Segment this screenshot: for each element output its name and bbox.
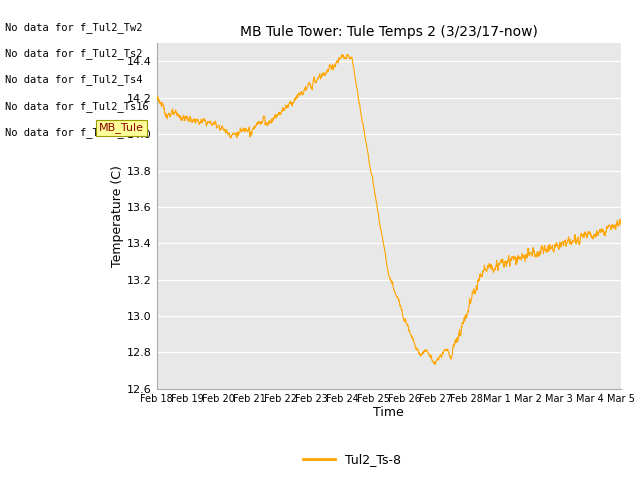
Title: MB Tule Tower: Tule Temps 2 (3/23/17-now): MB Tule Tower: Tule Temps 2 (3/23/17-now… (240, 25, 538, 39)
Text: No data for f_Tul2_Ts2: No data for f_Tul2_Ts2 (5, 48, 143, 59)
Text: No data for f_Tul2_Ts16: No data for f_Tul2_Ts16 (5, 101, 149, 112)
Text: No data for f_Tul2_Ts4: No data for f_Tul2_Ts4 (5, 74, 143, 85)
Text: No data for f_Tul2_Ts32: No data for f_Tul2_Ts32 (5, 127, 149, 138)
Y-axis label: Temperature (C): Temperature (C) (111, 165, 124, 267)
Legend: Tul2_Ts-8: Tul2_Ts-8 (298, 448, 406, 471)
Text: MB_Tule: MB_Tule (99, 122, 144, 133)
X-axis label: Time: Time (373, 407, 404, 420)
Text: No data for f_Tul2_Tw2: No data for f_Tul2_Tw2 (5, 22, 143, 33)
